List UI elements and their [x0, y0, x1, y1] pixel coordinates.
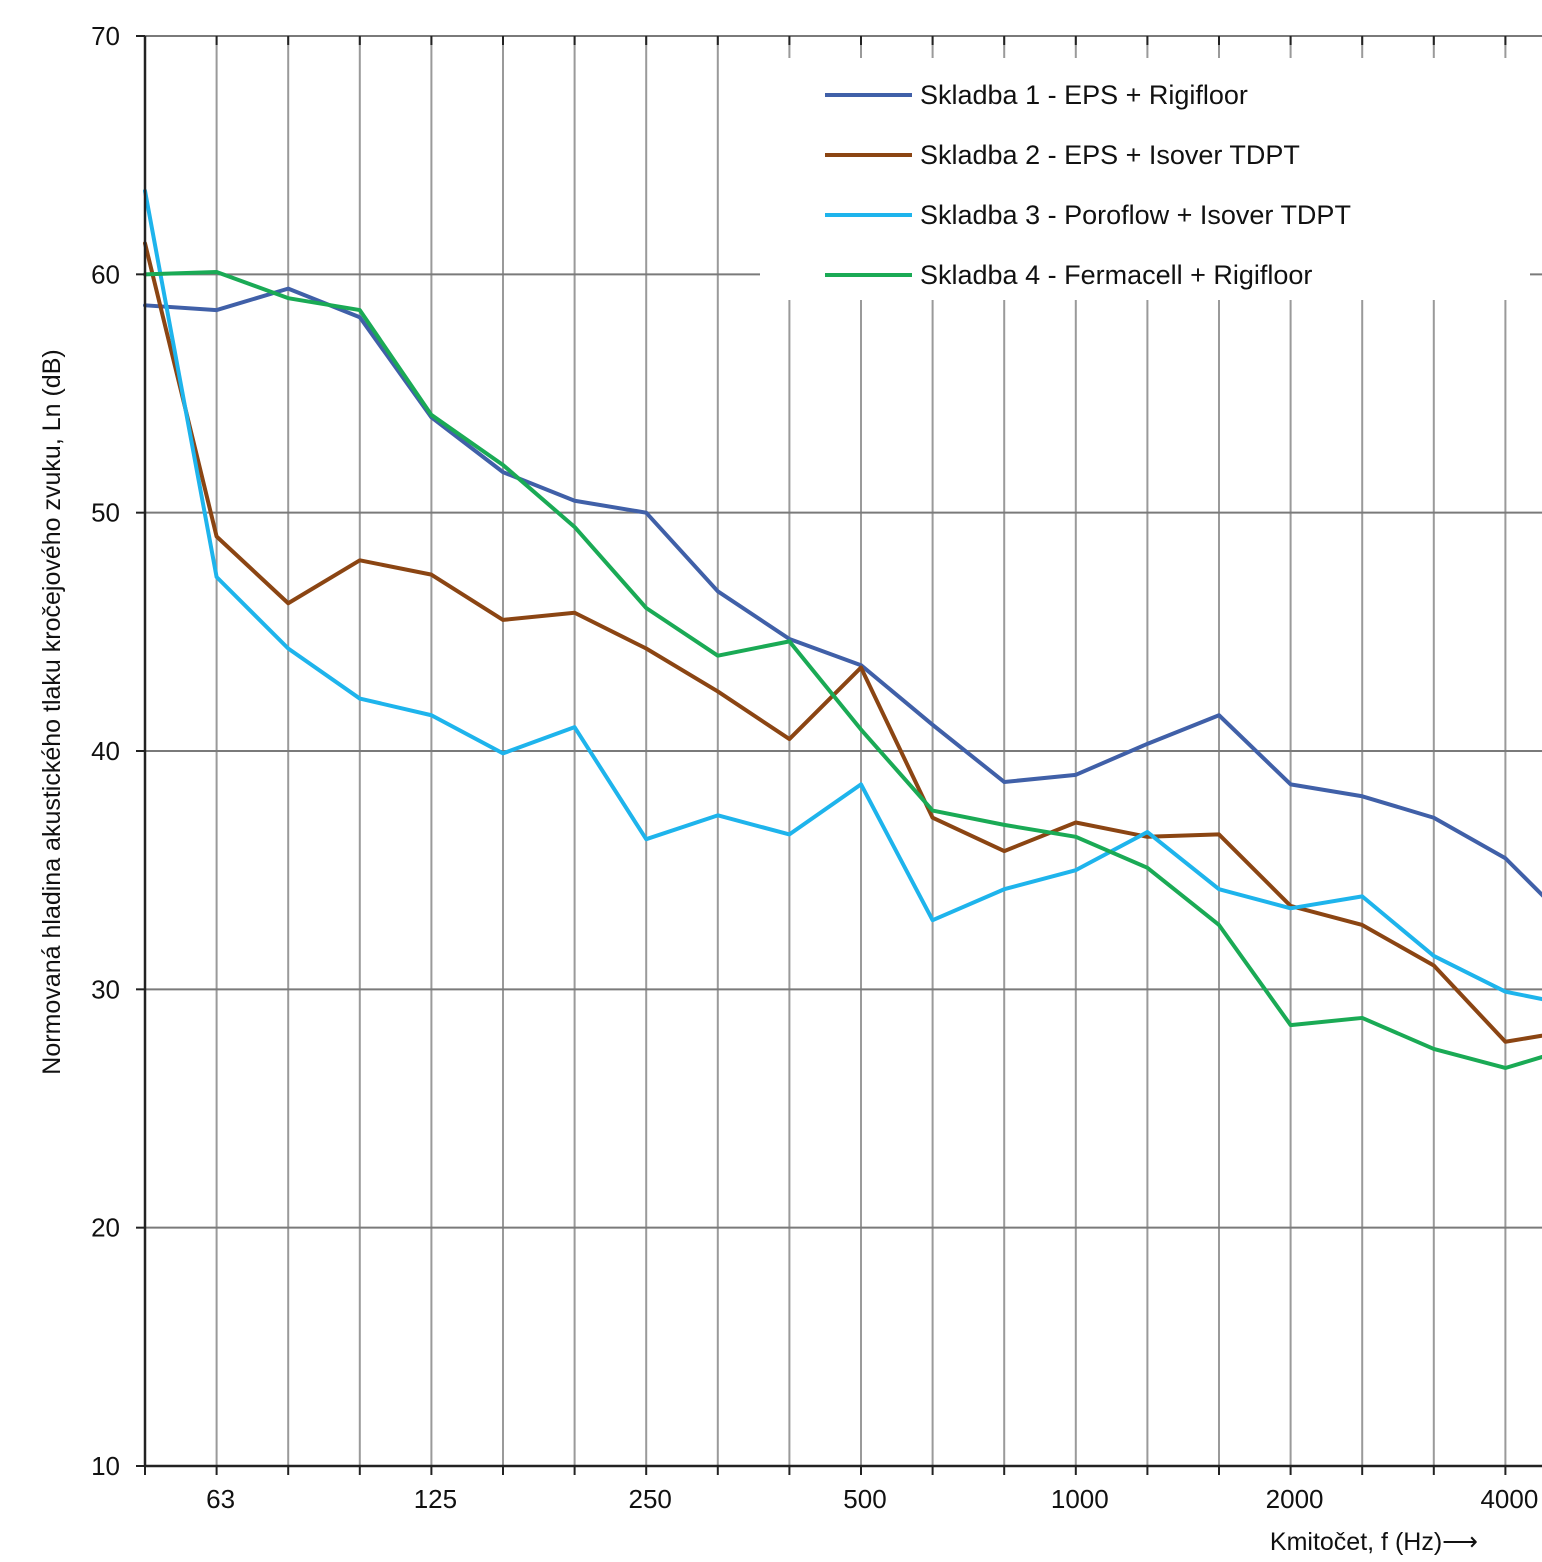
y-tick-label: 70: [91, 21, 120, 51]
x-tick-label: 2000: [1266, 1484, 1324, 1514]
legend-label-1: Skladba 1 - EPS + Rigifloor: [920, 80, 1248, 110]
x-tick-label: 4000: [1480, 1484, 1538, 1514]
series-line-2: [143, 241, 1542, 1044]
series-line-3: [143, 188, 1542, 1002]
y-tick-label: 30: [91, 974, 120, 1004]
y-tick-label: 60: [91, 259, 120, 289]
series-line-1: [143, 286, 1542, 898]
legend: Skladba 1 - EPS + Rigifloor Skladba 2 - E…: [760, 58, 1530, 300]
y-tick-label: 40: [91, 736, 120, 766]
series-line-4: [143, 269, 1542, 1070]
y-tick-label: 20: [91, 1213, 120, 1243]
x-tick-label: 125: [414, 1484, 457, 1514]
y-tick-label: 10: [91, 1451, 120, 1481]
y-axis-label: Normovaná hladina akustického tlaku kroč…: [38, 349, 66, 1074]
x-tick-label: 250: [629, 1484, 672, 1514]
legend-label-4: Skladba 4 - Fermacell + Rigifloor: [920, 260, 1312, 290]
legend-box: [760, 58, 1530, 300]
x-axis-label: Kmitočet, f (Hz)⟶: [1270, 1528, 1478, 1556]
x-tick-label: 1000: [1051, 1484, 1109, 1514]
legend-label-2: Skladba 2 - EPS + Isover TDPT: [920, 140, 1300, 170]
x-tick-label: 63: [206, 1484, 235, 1514]
x-tick-label: 500: [843, 1484, 886, 1514]
series-lines: [143, 188, 1542, 1070]
axes: 10 20 30 40 50 60 70 63 125 250 500 1000 2000 4000: [91, 21, 1542, 1514]
legend-label-3: Skladba 3 - Poroflow + Isover TDPT: [920, 200, 1351, 230]
y-tick-label: 50: [91, 498, 120, 528]
